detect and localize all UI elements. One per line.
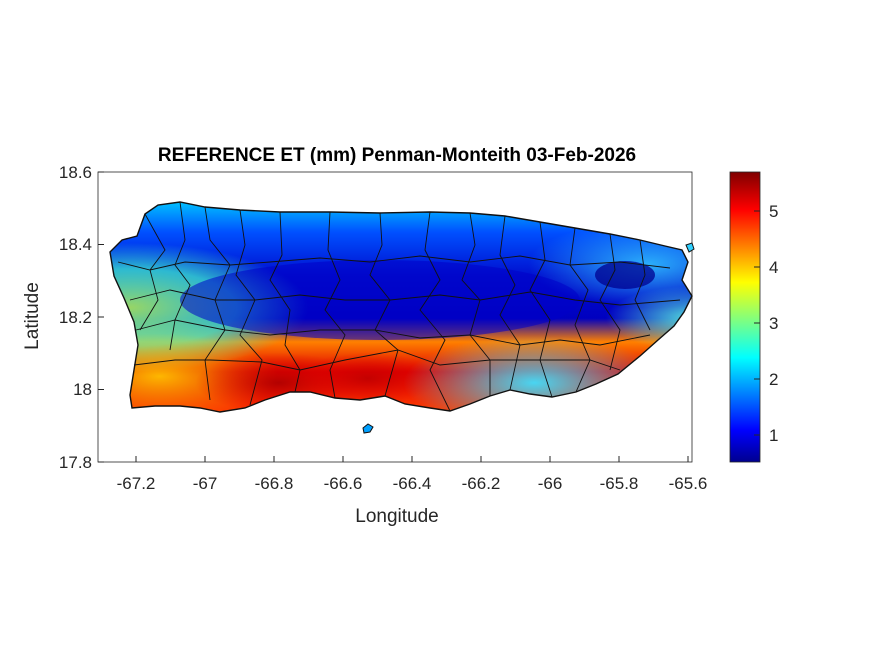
x-axis-label: Longitude <box>355 506 438 527</box>
x-axis: -67.2 -67 -66.8 -66.6 -66.4 -66.2 -66 -6… <box>117 456 708 493</box>
colorbar-tick-label: 3 <box>769 314 778 333</box>
y-tick-label: 17.8 <box>59 453 92 472</box>
colorbar-tick-label: 4 <box>769 258 778 277</box>
x-tick-label: -66.6 <box>324 474 363 493</box>
caja-de-muertos-island <box>362 423 374 434</box>
y-tick-label: 18.4 <box>59 235 92 254</box>
x-tick-label: -65.8 <box>600 474 639 493</box>
y-tick-label: 18.6 <box>59 163 92 182</box>
x-tick-label: -67 <box>193 474 218 493</box>
colorbar-tick-label: 5 <box>769 202 778 221</box>
x-tick-label: -66.8 <box>255 474 294 493</box>
y-axis: 18.6 18.4 18.2 18 17.8 <box>59 163 104 472</box>
east-islet <box>685 242 695 253</box>
colorbar-tick-label: 2 <box>769 370 778 389</box>
colorbar-gradient <box>729 171 761 463</box>
x-tick-label: -66 <box>538 474 563 493</box>
municipal-boundaries <box>117 201 681 412</box>
colorbar: 5 4 3 2 1 <box>729 171 778 463</box>
y-tick-label: 18.2 <box>59 308 92 327</box>
x-tick-label: -65.6 <box>669 474 708 493</box>
chart-title: REFERENCE ET (mm) Penman-Monteith 03-Feb… <box>158 145 636 166</box>
colorbar-tick-label: 1 <box>769 426 778 445</box>
x-tick-label: -67.2 <box>117 474 156 493</box>
y-tick-label: 18 <box>73 380 92 399</box>
y-axis-label: Latitude <box>22 282 43 350</box>
x-tick-label: -66.2 <box>462 474 501 493</box>
x-tick-label: -66.4 <box>393 474 432 493</box>
